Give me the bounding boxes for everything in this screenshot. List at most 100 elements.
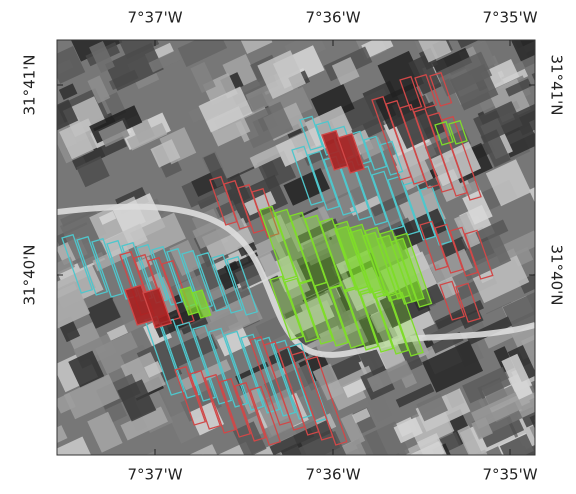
field-patch [57,436,95,455]
field-outline [399,75,423,111]
bottom-coordinate-label: 7°36'W [305,466,360,484]
field-patch [511,40,535,62]
field-patch [285,461,307,486]
field-outline [226,255,259,316]
field-outline [208,327,249,408]
field-patch [167,444,222,455]
field-patch [95,332,143,375]
field-patch [462,366,511,404]
field-patch [478,385,517,412]
field-patch [485,159,532,207]
field-outline [269,275,304,341]
field-patch [64,222,107,269]
field-patch [120,406,169,441]
field-outline [419,220,449,271]
field-patch [473,101,523,144]
field-outline [181,249,214,310]
field-outline [307,150,341,211]
field-patch [310,84,355,124]
left-coordinate-label: 31°41'N [21,54,39,115]
field-patch [105,42,164,91]
field-outline [337,132,366,174]
field-patch [353,421,410,455]
top-coordinate-label: 7°35'W [482,9,537,27]
field-patch [66,40,123,62]
field-patch [98,120,130,147]
field-outline [211,253,244,314]
field-outline [390,237,425,303]
field-patch [541,379,574,421]
field-patch [180,314,212,335]
field-outline [291,145,325,206]
field-outline [234,381,267,442]
field-patch [395,383,435,408]
field-patch [57,256,76,281]
field-patch [87,75,111,104]
field-outline [314,281,349,347]
field-outline [441,115,482,201]
field-patch [455,234,512,281]
field-patch [453,213,481,249]
field-patch [57,40,73,43]
field-patch [519,46,535,68]
field-patch [468,248,530,304]
field-patch [254,250,280,279]
field-patch [188,462,205,478]
field-outline [272,339,313,420]
field-patch [340,413,366,447]
field-outline [359,287,394,353]
field-patch [505,78,532,97]
field-outline [429,71,453,107]
field-outline [259,205,298,281]
field-patch [238,40,273,55]
field-outline [284,277,319,343]
field-outline [161,259,195,325]
field-outline [174,365,207,426]
field-patch [512,95,535,136]
field-outline [329,283,364,349]
field-patch [393,417,423,444]
field-patch [57,425,68,449]
field-outline [403,180,437,241]
field-patch [313,327,351,357]
field-outline [142,287,173,329]
left-coordinate-label: 31°40'N [21,244,39,305]
field-patch [215,324,251,357]
field-patch [370,192,409,217]
field-patch [232,421,267,455]
field-patch [342,378,366,398]
field-patch [240,101,294,149]
right-coordinate-label: 31°40'N [548,244,566,305]
field-patch [190,61,216,93]
field-patch [269,427,315,455]
field-patch [177,40,228,67]
field-patch [349,195,381,216]
field-patch [117,40,160,59]
map-frame [56,39,536,456]
field-patch [367,360,413,393]
field-outline [192,324,233,405]
bottom-coordinate-label: 7°35'W [482,466,537,484]
field-outline [299,279,334,345]
field-outline [305,355,348,446]
field-patch [306,247,333,266]
field-outline [464,229,494,280]
field-patch [101,223,148,259]
field-outline [224,330,265,411]
field-patch [393,101,447,150]
field-patch [117,379,157,422]
field-patch [550,459,576,487]
field-patch [520,323,535,371]
field-outline [61,233,94,294]
field-patch [99,211,117,225]
field-patch [46,459,76,492]
field-patch [126,122,168,151]
field-patch [334,299,379,330]
field-patch [76,156,110,188]
field-patch [249,145,281,169]
field-outline [434,120,454,146]
field-patch [257,50,306,99]
field-patch [244,191,277,216]
field-outline [448,119,468,145]
